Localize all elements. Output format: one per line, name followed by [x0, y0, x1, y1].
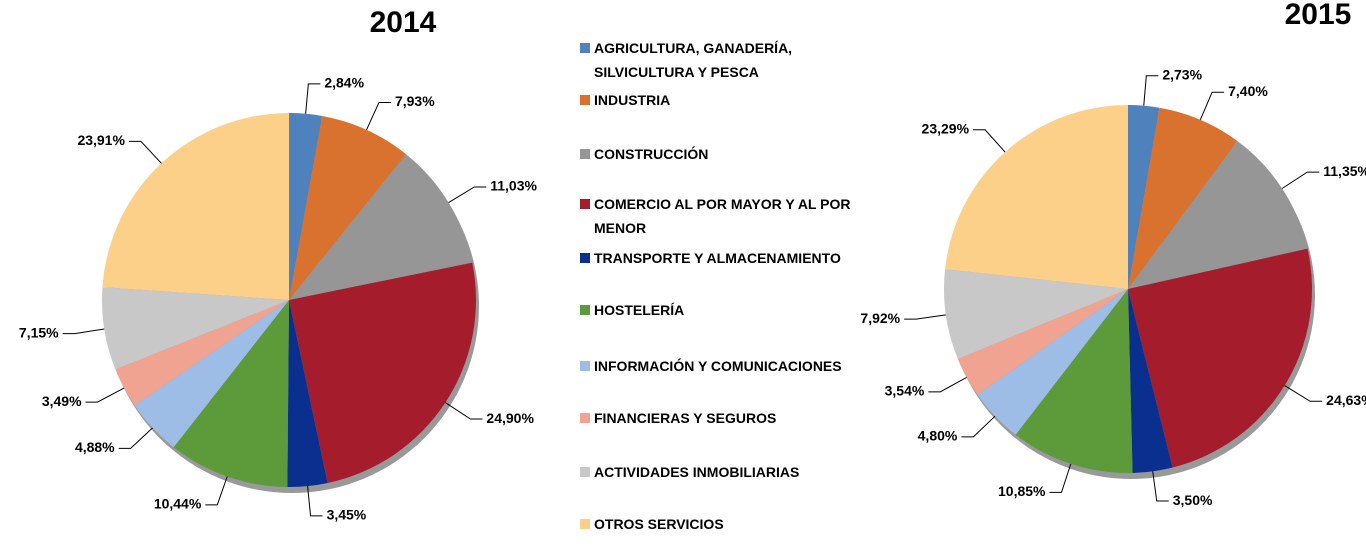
legend-item: HOSTELERÍA — [580, 298, 856, 322]
legend-swatch — [580, 305, 590, 315]
pie-slice — [173, 300, 289, 487]
legend-item: TRANSPORTE Y ALMACENAMIENTO — [580, 246, 856, 270]
pie-slice — [1128, 141, 1308, 289]
data-label: 11,03% — [490, 178, 537, 194]
leader-line — [1049, 463, 1072, 493]
pie-slice — [102, 113, 290, 300]
legend-label: CONSTRUCCIÓN — [594, 146, 709, 162]
legend-label: INDUSTRIA — [594, 92, 671, 108]
data-label: 3,49% — [42, 393, 82, 409]
leader-line — [307, 486, 323, 517]
pie-slice — [289, 115, 407, 300]
data-label: 11,35% — [1323, 163, 1366, 179]
pie-slice — [289, 113, 323, 300]
pie-slice — [102, 287, 289, 370]
legend-swatch — [580, 361, 590, 371]
legend-label: HOSTELERÍA — [594, 302, 685, 318]
data-label: 7,93% — [395, 93, 435, 109]
legend-item: FINANCIERAS Y SEGUROS — [580, 406, 856, 430]
data-label: 3,54% — [885, 383, 925, 399]
data-label: 10,44% — [154, 496, 202, 512]
legend-item: OTROS SERVICIOS — [580, 512, 856, 536]
legend-swatch — [580, 467, 590, 477]
pie-slice — [289, 262, 477, 483]
legend-item: ACTIVIDADES INMOBILIARIAS — [580, 460, 856, 484]
leader-line — [305, 83, 321, 114]
pie-slice — [134, 300, 289, 448]
legend-item: INDUSTRIA — [580, 88, 856, 112]
data-label: 7,15% — [19, 324, 59, 340]
pie-slice — [1128, 107, 1238, 289]
leader-line — [1152, 471, 1169, 502]
pie-slice — [1128, 248, 1312, 468]
data-label: 10,85% — [998, 483, 1046, 499]
pie-slice — [1128, 289, 1173, 473]
data-label: 4,80% — [918, 428, 958, 444]
leader-line — [205, 476, 228, 506]
legend-label: INFORMACIÓN Y COMUNICACIONES — [594, 358, 842, 374]
data-label: 23,91% — [77, 132, 125, 148]
leader-line — [85, 387, 125, 403]
legend-swatch — [580, 149, 590, 159]
pie-slice — [957, 289, 1128, 395]
data-label: 3,50% — [1173, 492, 1213, 508]
legend-swatch — [580, 519, 590, 529]
legend-label: FINANCIERAS Y SEGUROS — [594, 410, 777, 426]
data-label: 24,90% — [486, 410, 534, 426]
leader-line — [1143, 75, 1159, 106]
data-label: 2,73% — [1162, 66, 1202, 82]
legend-swatch — [580, 413, 590, 423]
leader-line — [1281, 171, 1320, 189]
legend-swatch — [580, 199, 590, 209]
legend-item: CONSTRUCCIÓN — [580, 142, 856, 166]
data-label: 2,84% — [324, 75, 364, 91]
legend-label: COMERCIO AL POR MAYOR Y AL POR MENOR — [594, 196, 851, 236]
leader-line — [973, 129, 1006, 153]
legend-swatch — [580, 253, 590, 263]
pie-slice — [1015, 289, 1133, 474]
pie-slice — [944, 269, 1128, 359]
pie-slice — [289, 154, 473, 300]
chart-title: 2014 — [370, 6, 437, 39]
leader-line — [928, 376, 967, 393]
data-label: 23,29% — [922, 120, 970, 136]
legend-swatch — [580, 95, 590, 105]
leader-line — [961, 415, 996, 438]
leader-line — [1199, 91, 1225, 121]
pie-slice — [115, 300, 289, 406]
legend-label: OTROS SERVICIOS — [594, 516, 724, 532]
leader-line — [445, 402, 483, 420]
pie-slice — [1128, 105, 1160, 289]
leader-line — [118, 427, 153, 449]
legend-swatch — [580, 43, 590, 53]
chart-title: 2015 — [1285, 0, 1352, 31]
legend-label: TRANSPORTE Y ALMACENAMIENTO — [594, 250, 841, 266]
data-label: 3,45% — [327, 507, 367, 523]
legend-item: COMERCIO AL POR MAYOR Y AL POR MENOR — [580, 192, 856, 240]
data-label: 7,40% — [1228, 83, 1268, 99]
leader-line — [366, 102, 391, 131]
data-label: 7,92% — [860, 310, 900, 326]
leader-line — [904, 314, 946, 320]
pie-slice — [977, 289, 1128, 435]
legend-item: AGRICULTURA, GANADERÍA, SILVICULTURA Y P… — [580, 36, 856, 84]
legend-item: INFORMACIÓN Y COMUNICACIONES — [580, 354, 856, 378]
data-label: 24,63% — [1326, 392, 1366, 408]
leader-line — [128, 140, 162, 164]
pie-slice — [287, 300, 328, 487]
legend-label: AGRICULTURA, GANADERÍA, SILVICULTURA Y P… — [594, 40, 793, 80]
leader-line — [448, 186, 487, 204]
pie-slice — [945, 105, 1128, 289]
data-label: 4,88% — [75, 439, 115, 455]
legend-label: ACTIVIDADES INMOBILIARIAS — [594, 464, 800, 480]
leader-line — [1284, 385, 1323, 402]
leader-line — [62, 328, 105, 335]
